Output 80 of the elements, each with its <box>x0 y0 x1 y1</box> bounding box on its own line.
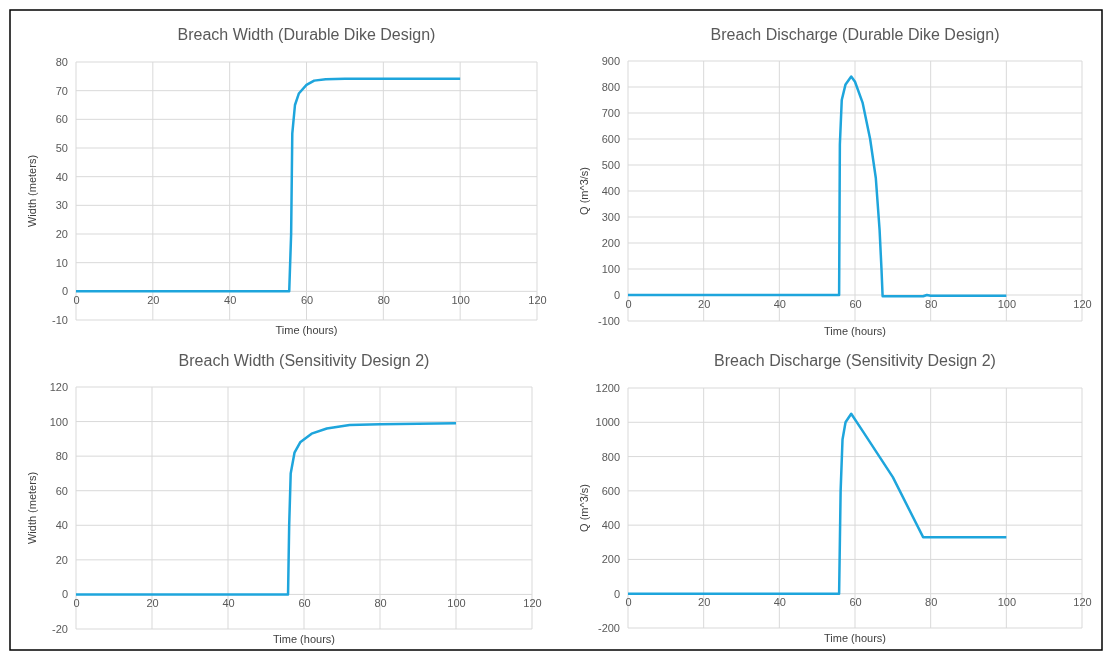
x-axis-title: Time (hours) <box>824 632 886 644</box>
y-axis-title: Width (meters) <box>26 471 38 545</box>
y-tick-label: 1000 <box>595 416 620 429</box>
x-tick-label: 120 <box>1073 596 1092 609</box>
y-tick-label: -10 <box>52 314 68 327</box>
chart-title: Breach Width (Sensitivity Design 2) <box>178 352 430 369</box>
x-axis-title: Time (hours) <box>275 324 338 336</box>
y-tick-label: 10 <box>55 256 68 269</box>
x-tick-label: 40 <box>773 297 786 310</box>
x-tick-label: 80 <box>374 596 387 609</box>
x-tick-label: 80 <box>377 293 390 306</box>
x-tick-label: 60 <box>298 596 311 609</box>
x-tick-label: 60 <box>300 293 314 306</box>
y-tick-label: 60 <box>55 113 68 126</box>
x-tick-label: 40 <box>224 293 237 306</box>
x-tick-label: 20 <box>698 297 711 310</box>
y-tick-label: 30 <box>55 199 68 212</box>
y-tick-label: 40 <box>55 170 68 183</box>
x-tick-label: 60 <box>849 596 862 609</box>
y-tick-label: -20 <box>52 623 68 636</box>
y-tick-label: 900 <box>601 55 620 68</box>
x-tick-label: 0 <box>625 596 632 609</box>
y-axis-title: Q (m^3/s) <box>578 167 590 215</box>
x-tick-label: 80 <box>925 297 938 310</box>
line-series <box>626 412 1008 595</box>
y-tick-label: 120 <box>49 381 68 394</box>
x-axis-title: Time (hours) <box>273 633 335 645</box>
y-tick-label: 600 <box>601 484 620 497</box>
x-tick-label: 120 <box>1073 297 1092 310</box>
y-tick-label: 500 <box>601 159 620 172</box>
y-tick-label: 700 <box>601 107 620 120</box>
x-tick-label: 20 <box>146 596 159 609</box>
y-tick-label: 80 <box>55 56 68 69</box>
x-tick-label: 0 <box>625 297 632 310</box>
y-tick-label: 200 <box>601 237 620 250</box>
y-tick-label: 800 <box>601 81 620 94</box>
line-series <box>74 77 462 293</box>
y-tick-label: 100 <box>49 415 68 428</box>
y-tick-label: 200 <box>601 553 620 566</box>
x-tick-label: 100 <box>997 297 1017 310</box>
line-series <box>74 422 458 596</box>
x-tick-label: 60 <box>849 297 862 310</box>
y-tick-label: 400 <box>601 185 620 198</box>
x-tick-label: 40 <box>773 596 786 609</box>
y-tick-label: 80 <box>55 450 68 463</box>
y-tick-label: 1200 <box>595 382 620 395</box>
x-tick-label: 80 <box>925 596 938 609</box>
y-tick-label: 20 <box>55 553 68 566</box>
x-tick-label: 0 <box>73 293 80 306</box>
y-tick-label: 400 <box>601 519 620 532</box>
x-tick-label: 120 <box>528 293 547 306</box>
x-tick-label: 20 <box>147 293 160 306</box>
y-tick-label: 70 <box>55 84 68 97</box>
y-tick-label: 40 <box>55 519 68 532</box>
chart-title: Breach Width (Durable Dike Design) <box>177 26 436 43</box>
y-tick-label: 50 <box>55 142 68 155</box>
y-axis-title: Width (meters) <box>26 154 38 228</box>
y-tick-label: 60 <box>55 484 68 497</box>
y-tick-label: 100 <box>601 263 620 276</box>
y-tick-label: 300 <box>601 211 620 224</box>
y-tick-label: 600 <box>601 133 620 146</box>
chart-title: Breach Discharge (Sensitivity Design 2) <box>714 352 996 369</box>
y-tick-label: 20 <box>55 228 68 241</box>
x-tick-label: 100 <box>451 293 470 306</box>
y-tick-label: -100 <box>597 315 620 328</box>
chart-title: Breach Discharge (Durable Dike Design) <box>710 26 1000 43</box>
y-tick-label: 800 <box>601 450 620 463</box>
x-tick-label: 0 <box>73 596 80 609</box>
y-tick-label: -200 <box>597 622 620 635</box>
y-tick-label: 0 <box>61 588 68 601</box>
x-axis-title: Time (hours) <box>824 325 886 337</box>
x-tick-label: 40 <box>222 596 235 609</box>
x-tick-label: 120 <box>523 596 542 609</box>
line-series <box>626 75 1008 298</box>
x-tick-label: 20 <box>698 596 711 609</box>
x-tick-label: 100 <box>447 596 466 609</box>
y-tick-label: 0 <box>61 285 68 298</box>
y-tick-label: 0 <box>613 587 620 600</box>
y-axis-title: Q (m^3/s) <box>578 484 590 532</box>
x-tick-label: 100 <box>997 596 1017 609</box>
